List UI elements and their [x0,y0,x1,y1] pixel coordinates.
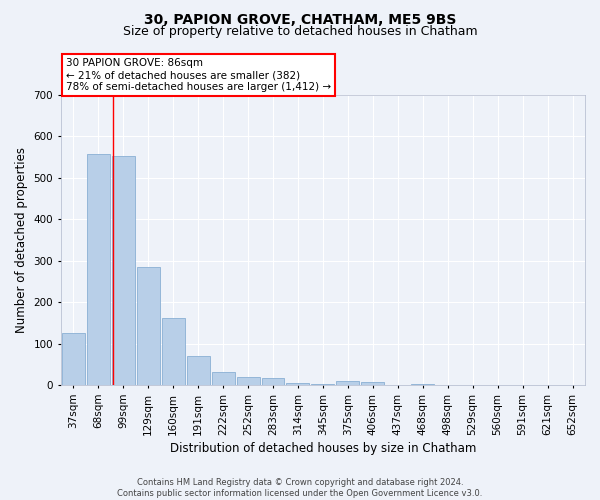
Bar [311,384,334,386]
Text: 30, PAPION GROVE, CHATHAM, ME5 9BS: 30, PAPION GROVE, CHATHAM, ME5 9BS [144,12,456,26]
Bar [62,334,85,386]
Bar [236,377,260,386]
Bar [187,356,209,386]
X-axis label: Distribution of detached houses by size in Chatham: Distribution of detached houses by size … [170,442,476,455]
Bar [212,372,235,386]
Bar [361,382,385,386]
Text: Size of property relative to detached houses in Chatham: Size of property relative to detached ho… [122,25,478,38]
Bar [286,383,310,386]
Bar [87,154,110,386]
Bar [262,378,284,386]
Bar [411,384,434,386]
Bar [337,381,359,386]
Bar [161,318,185,386]
Bar [137,267,160,386]
Text: Contains HM Land Registry data © Crown copyright and database right 2024.
Contai: Contains HM Land Registry data © Crown c… [118,478,482,498]
Y-axis label: Number of detached properties: Number of detached properties [15,147,28,333]
Text: 30 PAPION GROVE: 86sqm
← 21% of detached houses are smaller (382)
78% of semi-de: 30 PAPION GROVE: 86sqm ← 21% of detached… [66,58,331,92]
Bar [112,156,135,386]
